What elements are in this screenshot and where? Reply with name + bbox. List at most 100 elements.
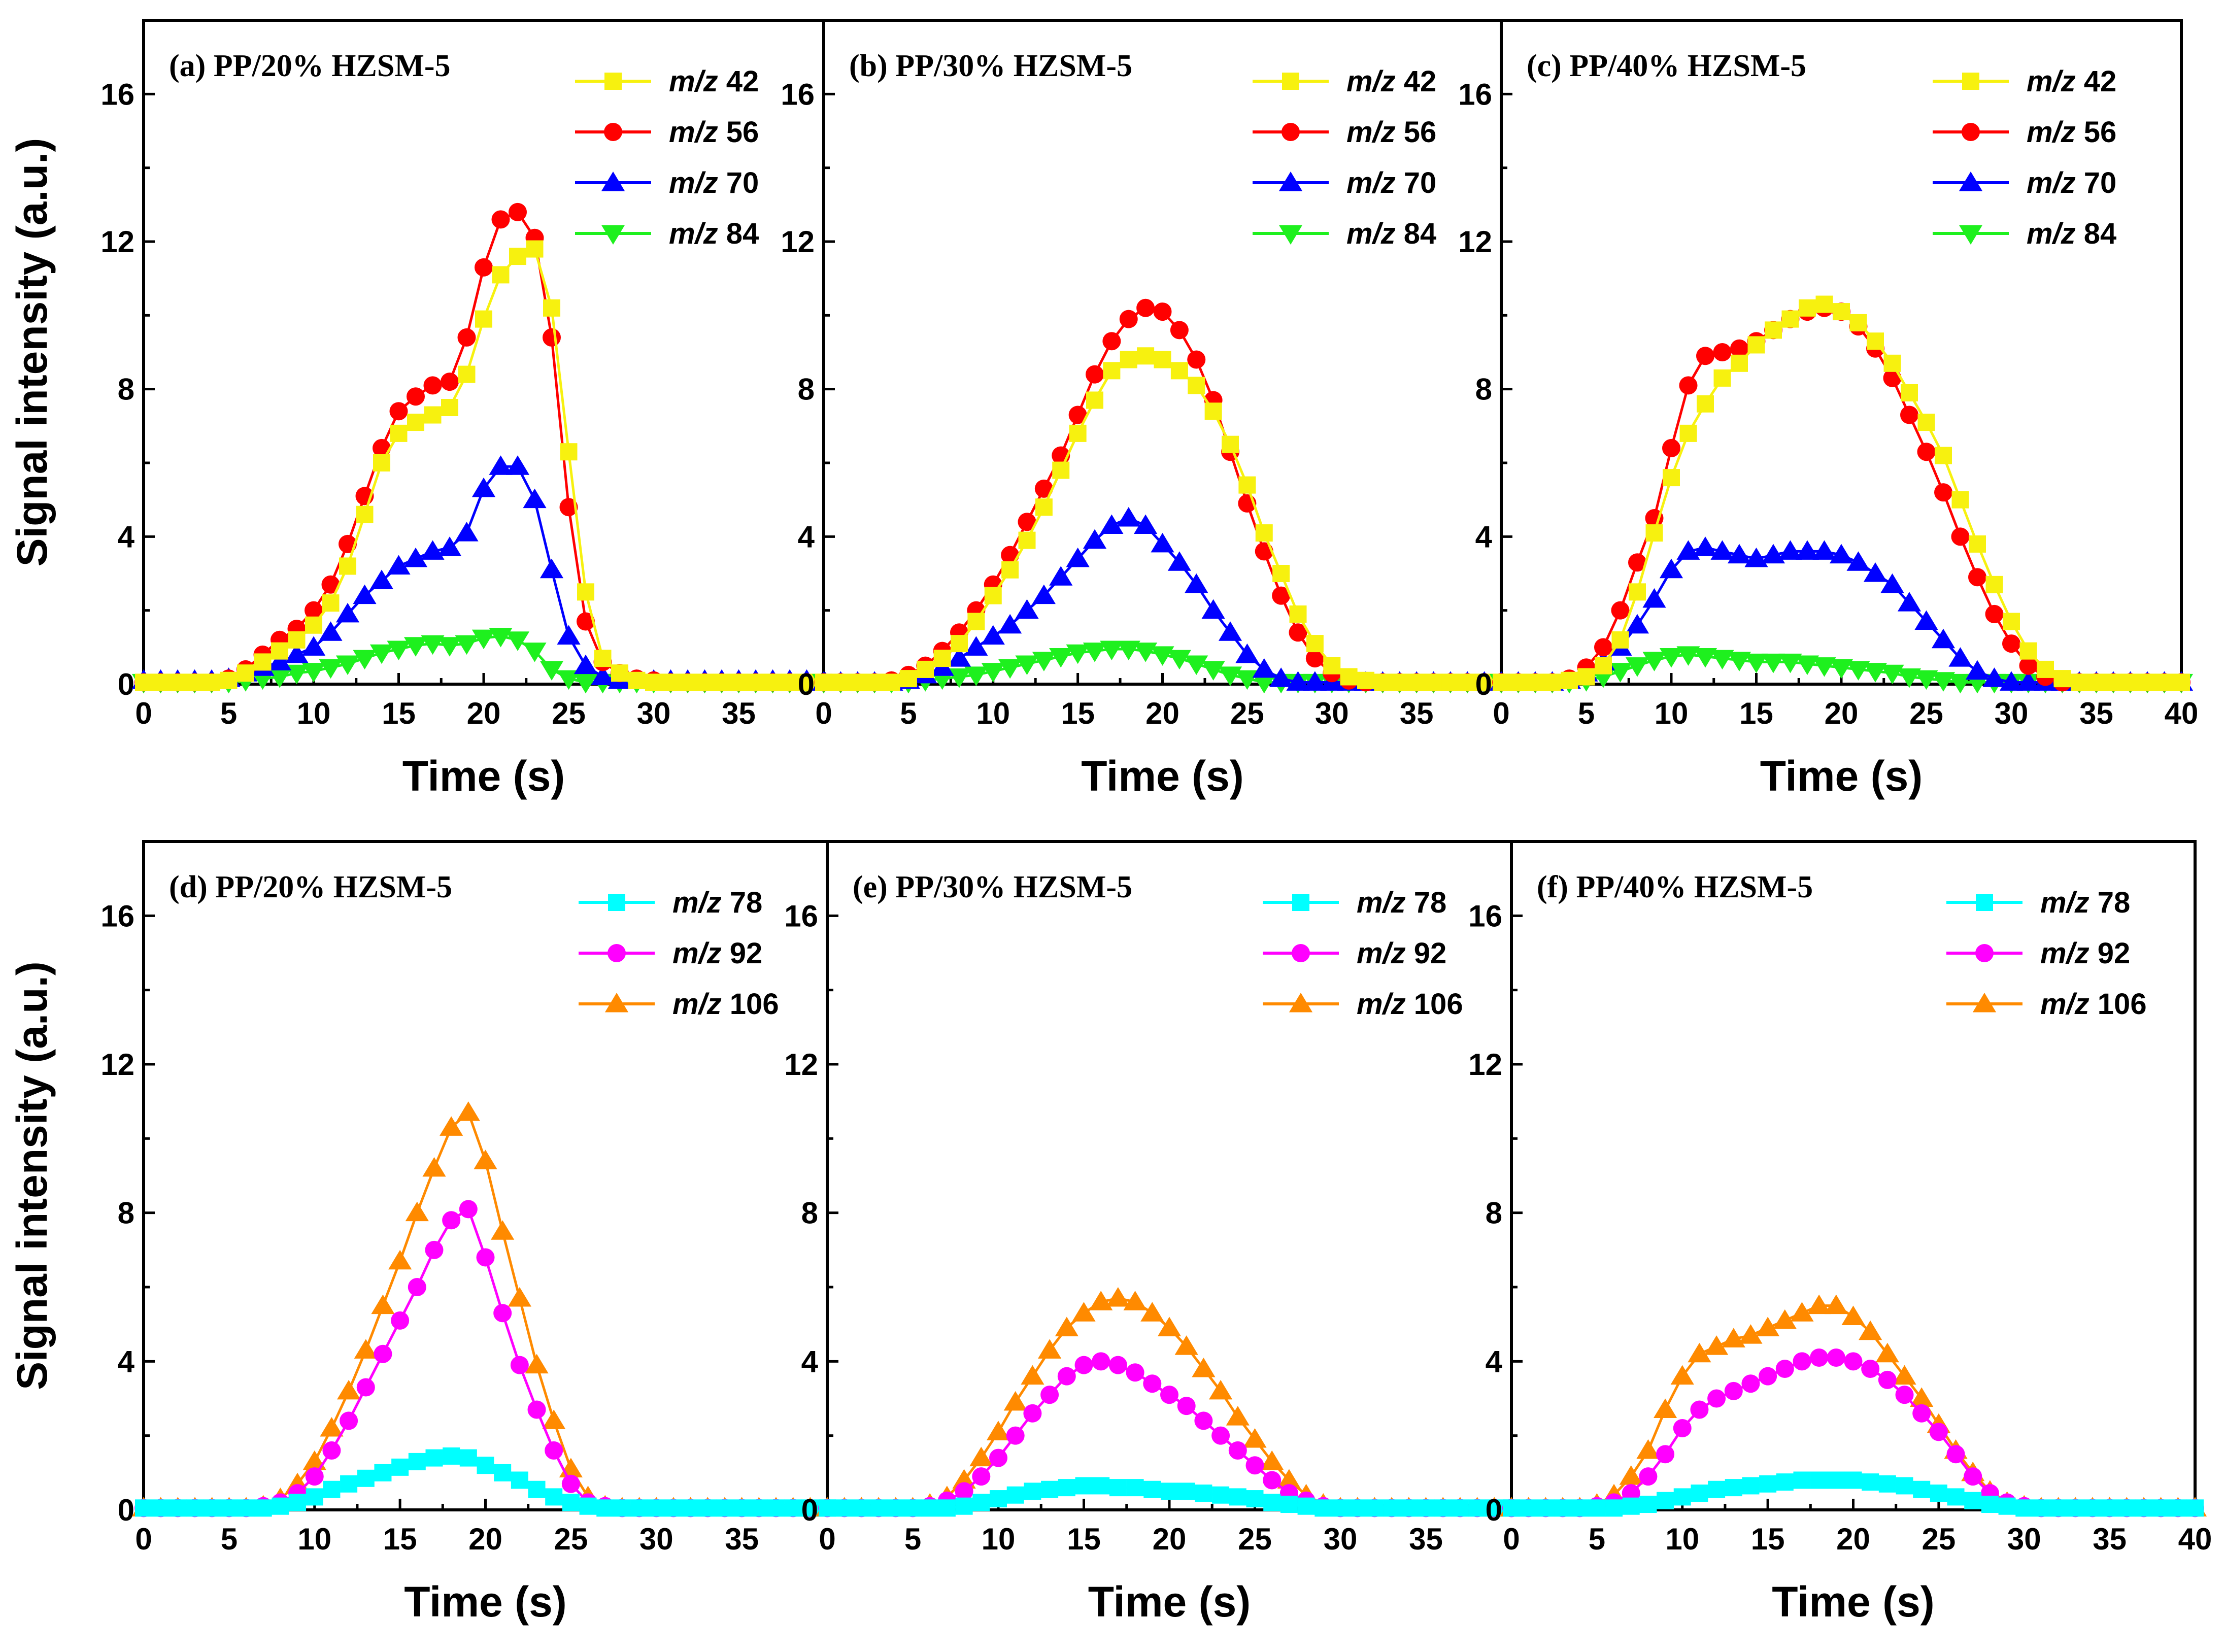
- legend-label: m/z 92: [1357, 937, 1446, 970]
- data-point: [1710, 650, 1734, 670]
- legend-label: m/z 106: [672, 988, 779, 1021]
- x-axis-title: Time (s): [1081, 752, 1244, 800]
- data-point: [574, 654, 598, 675]
- data-point: [1211, 1426, 1230, 1445]
- data-point: [1656, 1445, 1675, 1464]
- data-point: [1503, 1499, 1520, 1517]
- data-point: [1109, 1479, 1127, 1497]
- data-point: [2152, 1499, 2170, 1517]
- data-point: [767, 1499, 785, 1517]
- data-point: [557, 670, 581, 690]
- data-point: [525, 1354, 549, 1374]
- data-point: [1773, 1309, 1797, 1329]
- legend-item: m/z 78: [1946, 886, 2130, 919]
- data-point: [611, 664, 628, 682]
- y-tick-label: 4: [1486, 1344, 1503, 1378]
- data-point: [1340, 668, 1358, 686]
- data-point: [1688, 1342, 1711, 1363]
- y-tick-label: 4: [798, 520, 815, 554]
- data-point: [1914, 610, 1938, 630]
- data-point: [1108, 1356, 1127, 1374]
- chart-panel-3: 0 5 10 15 20 25 30 35 0 4 8 12 16 Time (s) Signal inte…: [8, 840, 839, 1626]
- x-tick-label: 15: [383, 1522, 417, 1556]
- data-point: [1154, 351, 1171, 368]
- data-point: [1799, 299, 1816, 317]
- data-point: [523, 488, 547, 509]
- x-axis-title: Time (s): [402, 752, 565, 800]
- legend-marker: [1975, 944, 1994, 962]
- data-point: [1092, 1477, 1110, 1495]
- x-tick-label: 15: [1739, 696, 1773, 730]
- data-point: [356, 505, 374, 523]
- legend-item: m/z 106: [1946, 988, 2147, 1021]
- data-point: [1527, 673, 1544, 691]
- data-point: [1982, 667, 2006, 687]
- data-point: [2169, 1499, 2187, 1517]
- data-point: [471, 477, 496, 497]
- y-tick-label: 4: [118, 520, 135, 554]
- series-92: [1502, 1348, 2204, 1518]
- data-point: [1041, 1480, 1059, 1498]
- x-tick-label: 25: [554, 1522, 588, 1556]
- data-point: [267, 668, 292, 688]
- data-point: [1185, 573, 1208, 593]
- x-tick-label: 20: [1145, 696, 1179, 730]
- data-point: [1209, 1379, 1233, 1400]
- data-point: [1778, 540, 1802, 560]
- y-tick-label: 0: [118, 667, 134, 701]
- data-point: [662, 673, 680, 691]
- data-point: [1829, 659, 1853, 679]
- data-point: [1659, 648, 1683, 668]
- data-point: [2139, 673, 2156, 691]
- x-tick-label: 5: [904, 1522, 921, 1556]
- data-point: [238, 1499, 255, 1517]
- data-point: [990, 1490, 1007, 1508]
- data-point: [2101, 1499, 2118, 1517]
- data-point: [1057, 1367, 1076, 1386]
- x-tick-label: 35: [1400, 696, 1434, 730]
- data-point: [1289, 623, 1307, 642]
- data-point: [1713, 343, 1732, 361]
- data-point: [1066, 644, 1090, 664]
- x-tick-label: 20: [468, 1522, 502, 1556]
- data-point: [1286, 671, 1310, 691]
- data-point: [853, 1499, 870, 1517]
- data-point: [403, 547, 428, 567]
- data-point: [1875, 1342, 1899, 1363]
- x-tick-label: 5: [1578, 696, 1595, 730]
- data-point: [1951, 491, 1969, 509]
- data-point: [423, 376, 442, 395]
- data-point: [455, 635, 479, 655]
- data-point: [1636, 1439, 1660, 1459]
- data-point: [509, 248, 526, 265]
- data-point: [557, 625, 581, 645]
- data-point: [489, 455, 513, 475]
- data-point: [169, 1499, 187, 1517]
- panel-title: (f) PP/40% HZSM-5: [1537, 870, 1813, 904]
- x-tick-label: 35: [722, 696, 756, 730]
- series-line: [144, 210, 824, 684]
- data-point: [1192, 1357, 1216, 1377]
- data-point: [135, 1499, 152, 1517]
- data-point: [302, 1450, 326, 1470]
- data-point: [1896, 1477, 1913, 1495]
- data-point: [1408, 673, 1426, 691]
- x-axis-title: Time (s): [1772, 1578, 1935, 1626]
- legend-item: m/z 84: [575, 217, 759, 250]
- data-point: [682, 1499, 699, 1517]
- legend-marker: [1962, 123, 1980, 141]
- data-point: [1170, 362, 1188, 380]
- data-point: [1102, 332, 1121, 351]
- legend-label: m/z 92: [672, 937, 762, 970]
- y-tick-label: 16: [1458, 77, 1492, 111]
- legend-item: m/z 106: [579, 988, 779, 1021]
- data-point: [288, 631, 306, 649]
- data-point: [1608, 663, 1632, 683]
- legend-label: m/z 70: [669, 166, 759, 199]
- data-point: [457, 328, 476, 347]
- data-point: [613, 1499, 631, 1517]
- data-point: [1849, 314, 1867, 331]
- data-point: [152, 1499, 170, 1517]
- data-point: [509, 203, 527, 221]
- data-point: [1269, 667, 1293, 687]
